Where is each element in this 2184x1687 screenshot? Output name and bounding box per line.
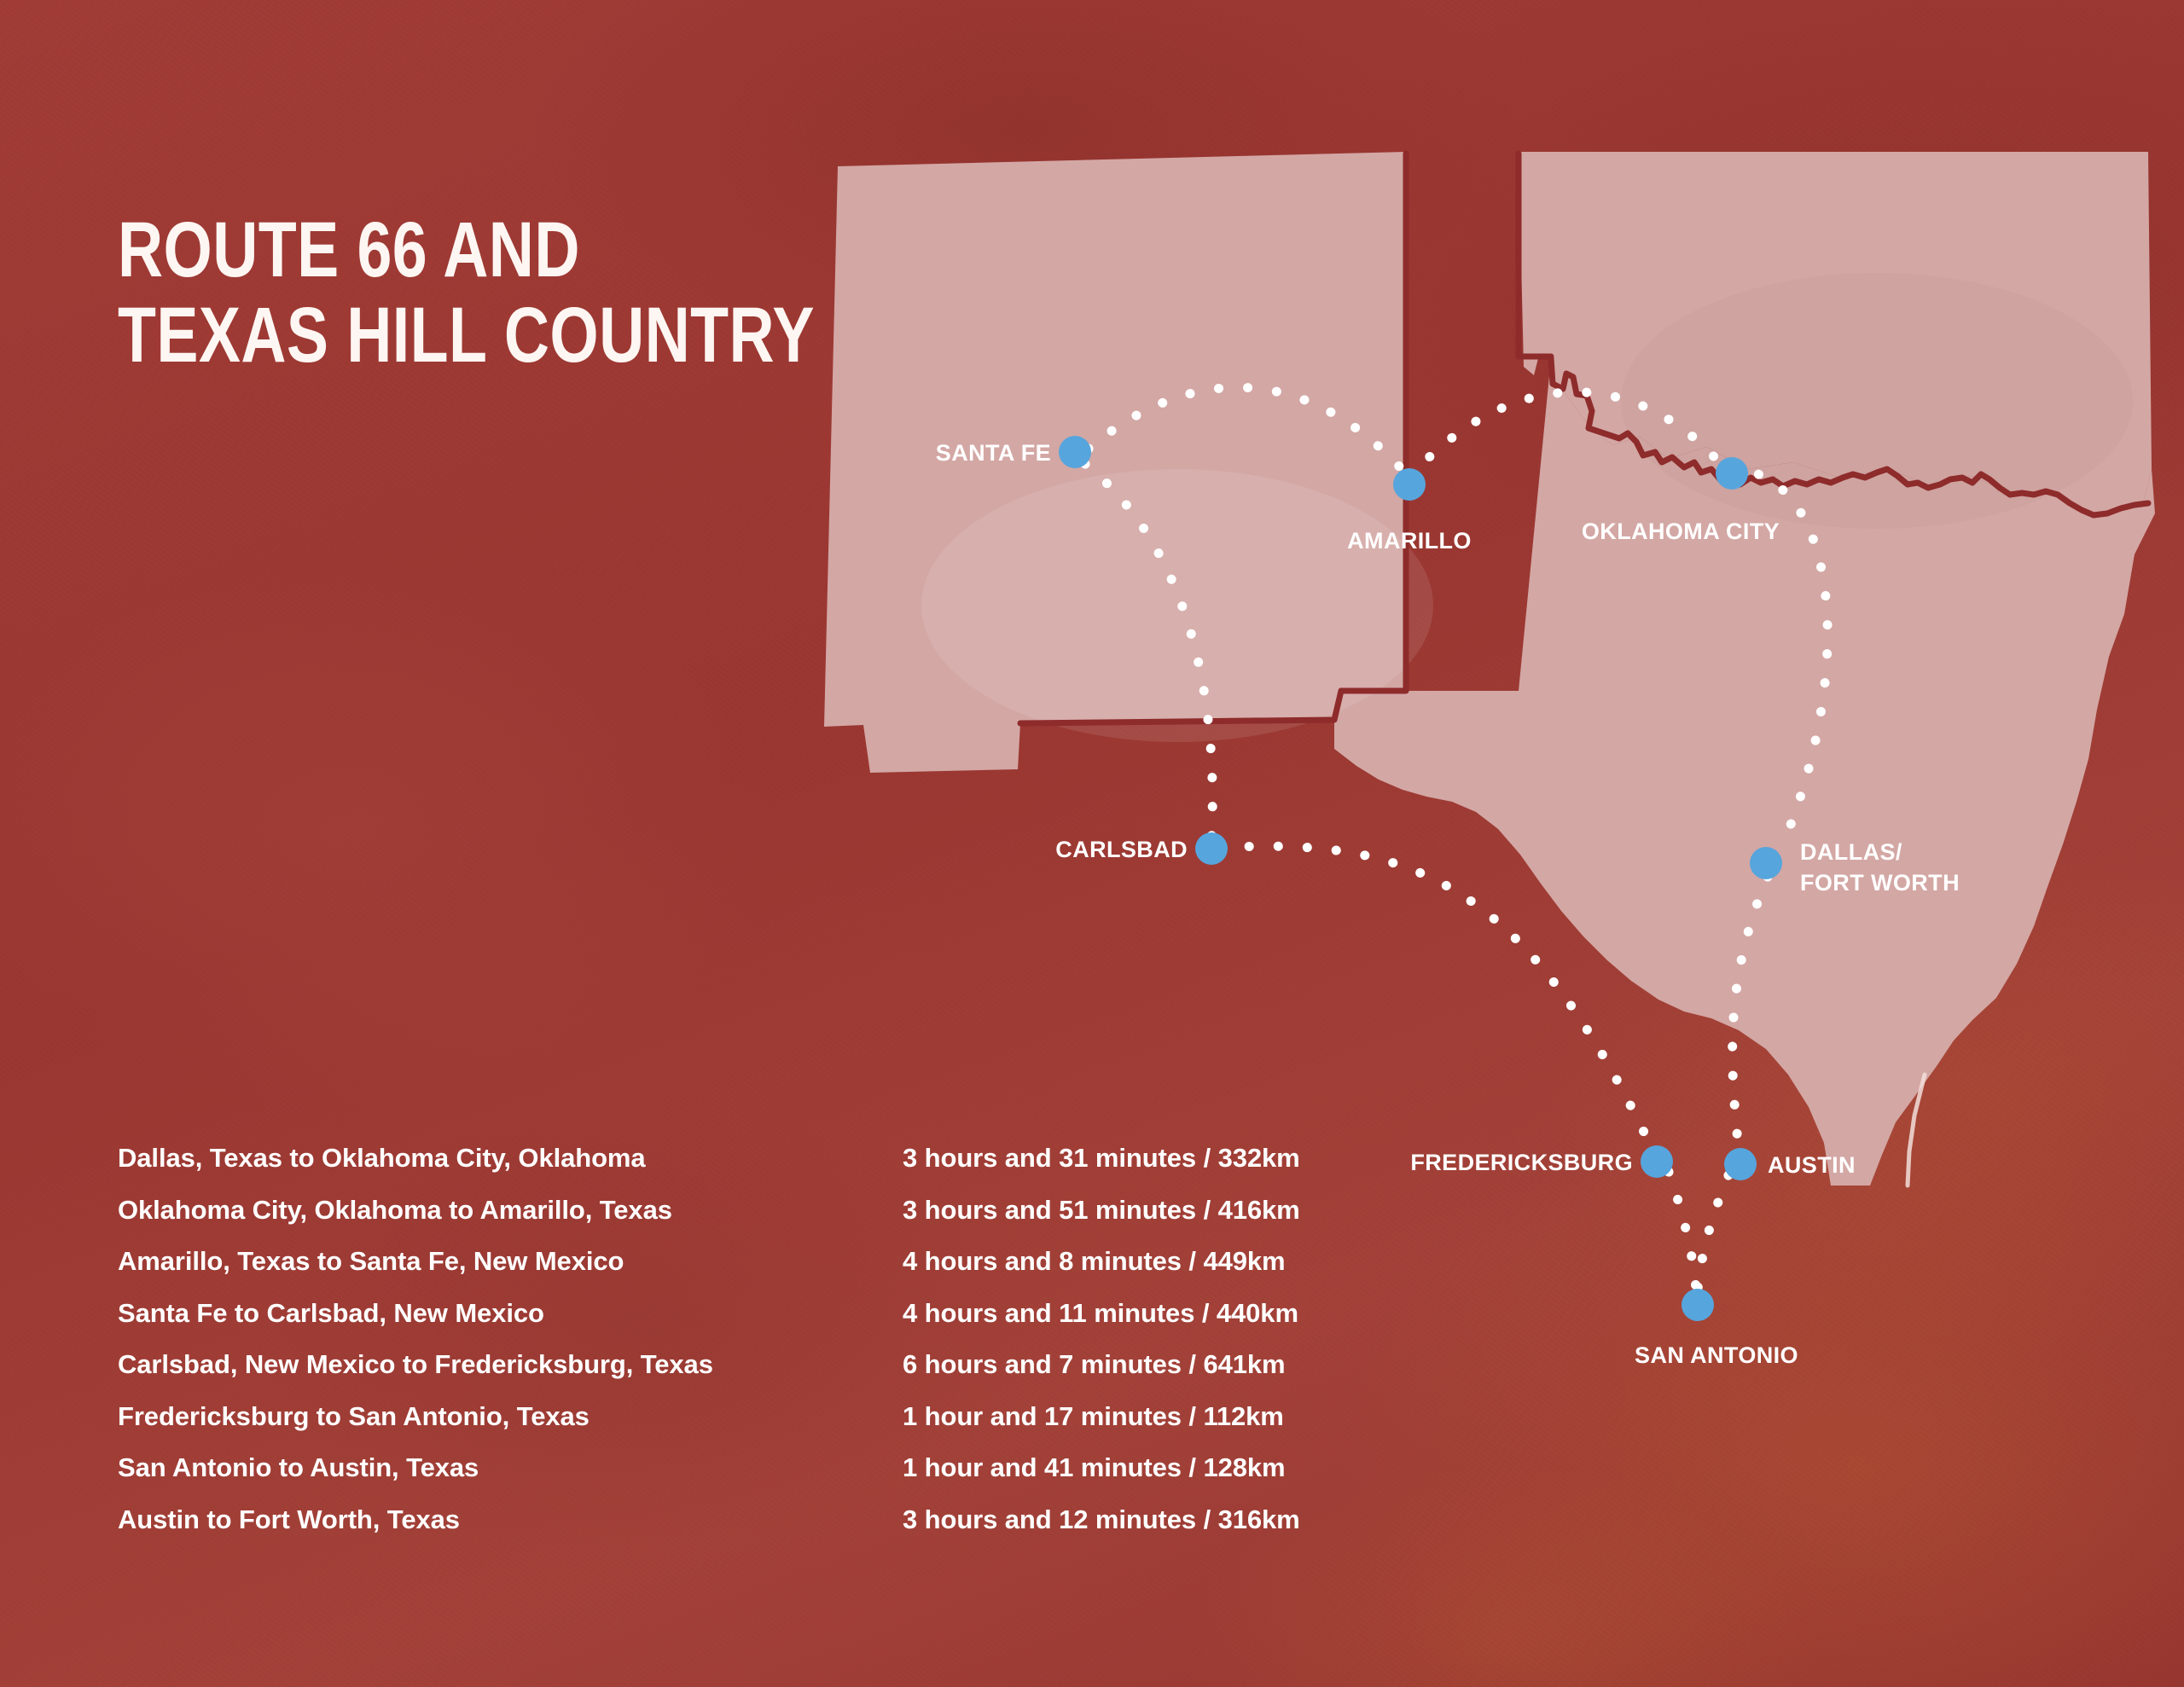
legend-route-duration: 6 hours and 7 minutes / 641km [903, 1349, 1286, 1379]
legend-route-name: Santa Fe to Carlsbad, New Mexico [118, 1297, 544, 1328]
table-row: Amarillo, Texas to Santa Fe, New Mexico … [118, 1246, 1449, 1298]
legend-route-name: Oklahoma City, Oklahoma to Amarillo, Tex… [118, 1194, 672, 1225]
table-row: Dallas, Texas to Oklahoma City, Oklahoma… [118, 1143, 1449, 1195]
page-title: ROUTE 66 AND TEXAS HILL COUNTRY [118, 206, 989, 382]
table-row: Fredericksburg to San Antonio, Texas 1 h… [118, 1401, 1449, 1453]
city-dot-icon[interactable] [1682, 1289, 1714, 1321]
city-marker-san-antonio[interactable]: SAN ANTONIO [1635, 1289, 1798, 1368]
table-row: Oklahoma City, Oklahoma to Amarillo, Tex… [118, 1195, 1449, 1247]
legend-route-duration: 4 hours and 8 minutes / 449km [903, 1246, 1286, 1276]
map-container: SANTA FE AMARILLO OKLAHOMA CITY CARLSBAD… [819, 150, 2184, 1368]
route-legend-table: Dallas, Texas to Oklahoma City, Oklahoma… [118, 1143, 1449, 1556]
table-row: Santa Fe to Carlsbad, New Mexico 4 hours… [118, 1298, 1449, 1350]
city-label-santa-fe: SANTA FE [936, 440, 1051, 466]
city-dot-icon[interactable] [1716, 457, 1748, 490]
table-row: Carlsbad, New Mexico to Fredericksburg, … [118, 1349, 1449, 1401]
city-label-amarillo: AMARILLO [1347, 528, 1472, 554]
city-label-austin: AUSTIN [1768, 1152, 1856, 1178]
city-label-line-1: DALLAS/ [1800, 839, 1902, 865]
city-label-line-2: FORT WORTH [1800, 870, 1960, 896]
city-dot-icon[interactable] [1195, 832, 1228, 865]
title-line-1: ROUTE 66 AND [118, 206, 580, 293]
city-label-oklahoma-city: OKLAHOMA CITY [1582, 519, 1780, 544]
legend-route-duration: 3 hours and 51 minutes / 416km [903, 1194, 1300, 1225]
map-svg: SANTA FE AMARILLO OKLAHOMA CITY CARLSBAD… [824, 150, 2155, 1368]
legend-route-duration: 1 hour and 41 minutes / 128km [903, 1452, 1286, 1482]
legend-route-name: Austin to Fort Worth, Texas [118, 1504, 460, 1534]
title-line-2: TEXAS HILL COUNTRY [118, 292, 815, 380]
legend-route-name: Dallas, Texas to Oklahoma City, Oklahoma [118, 1143, 646, 1173]
legend-route-name: San Antonio to Austin, Texas [118, 1452, 479, 1482]
city-label-san-antonio: SAN ANTONIO [1635, 1342, 1798, 1368]
route-austin-sanantonio [1693, 1170, 1734, 1295]
city-marker-fredericksburg[interactable]: FREDERICKSBURG [1410, 1145, 1673, 1178]
table-row: Austin to Fort Worth, Texas 3 hours and … [118, 1504, 1449, 1557]
legend-route-name: Amarillo, Texas to Santa Fe, New Mexico [118, 1246, 624, 1276]
legend-route-duration: 3 hours and 12 minutes / 316km [903, 1504, 1300, 1534]
legend-route-duration: 3 hours and 31 minutes / 332km [903, 1143, 1300, 1173]
city-dot-icon[interactable] [1724, 1148, 1757, 1180]
city-dot-icon[interactable] [1750, 847, 1782, 879]
legend-route-name: Fredericksburg to San Antonio, Texas [118, 1400, 590, 1431]
city-marker-carlsbad[interactable]: CARLSBAD [1055, 832, 1228, 865]
city-dot-icon[interactable] [1641, 1145, 1673, 1178]
legend-route-duration: 1 hour and 17 minutes / 112km [903, 1400, 1284, 1431]
city-dot-icon[interactable] [1059, 436, 1091, 468]
city-marker-austin[interactable]: AUSTIN [1724, 1148, 1856, 1180]
city-marker-santa-fe[interactable]: SANTA FE [936, 436, 1091, 468]
legend-route-name: Carlsbad, New Mexico to Fredericksburg, … [118, 1349, 713, 1379]
table-row: San Antonio to Austin, Texas 1 hour and … [118, 1452, 1449, 1504]
city-dot-icon[interactable] [1393, 468, 1426, 501]
city-label-carlsbad: CARLSBAD [1055, 837, 1188, 862]
legend-route-duration: 4 hours and 11 minutes / 440km [903, 1297, 1298, 1328]
route-fredericksburg-sanantonio [1664, 1167, 1701, 1295]
